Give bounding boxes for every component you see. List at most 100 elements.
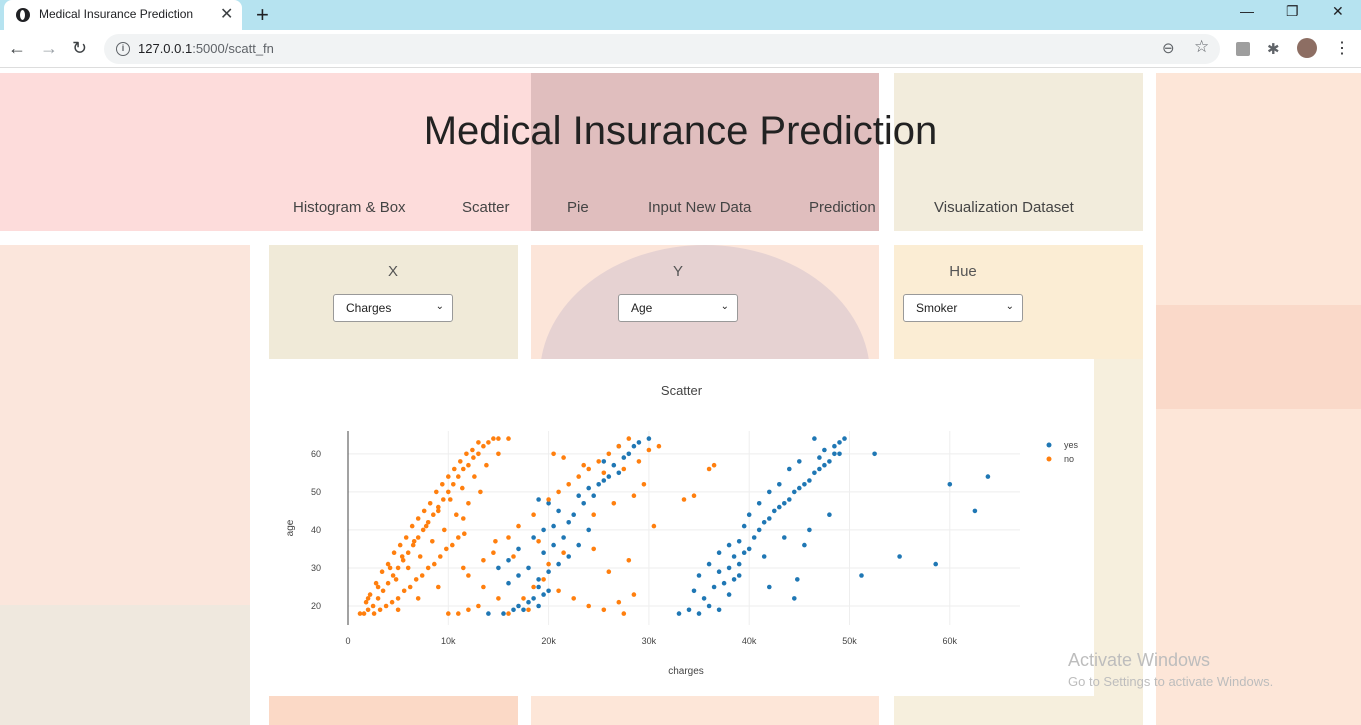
data-point-yes: [501, 611, 506, 616]
nav-prediction[interactable]: Prediction: [809, 199, 876, 216]
profile-avatar[interactable]: [1297, 38, 1317, 58]
data-point-yes: [859, 573, 864, 578]
data-point-yes: [631, 443, 637, 449]
data-point-yes: [676, 611, 682, 616]
data-point-yes: [586, 527, 591, 533]
data-point-no: [430, 539, 435, 544]
data-point-yes: [802, 542, 807, 548]
data-point-no: [656, 443, 662, 449]
data-point-no: [626, 436, 632, 441]
data-point-yes: [706, 603, 712, 609]
data-point-no: [399, 554, 405, 559]
y-select[interactable]: Age ⌄: [618, 294, 738, 322]
address-bar[interactable]: i 127.0.0.1:5000/scatt_fn ⊖ ☆: [104, 34, 1220, 64]
forward-icon[interactable]: →: [40, 38, 58, 58]
data-point-no: [361, 611, 367, 616]
zoom-icon[interactable]: ⊖: [1162, 40, 1175, 57]
data-point-yes: [541, 550, 546, 555]
data-point-yes: [802, 482, 807, 487]
data-point-no: [691, 493, 697, 498]
bg-stripe: [1156, 305, 1361, 409]
x-tick-label: 60k: [943, 636, 958, 646]
new-tab-button[interactable]: +: [256, 2, 269, 27]
nav-input-new-data[interactable]: Input New Data: [648, 199, 752, 216]
data-point-yes: [516, 546, 521, 552]
url-path: :5000/scatt_fn: [192, 41, 274, 56]
puzzle-icon[interactable]: ✱: [1267, 41, 1280, 58]
data-point-no: [462, 531, 467, 536]
data-point-yes: [751, 535, 757, 540]
url-host: 127.0.0.1: [138, 41, 193, 56]
data-point-no: [511, 554, 516, 559]
data-point-no: [461, 466, 466, 472]
data-point-yes: [636, 440, 642, 445]
page-title: Medical Insurance Prediction: [423, 109, 938, 153]
url-text[interactable]: 127.0.0.1:5000/scatt_fn: [138, 41, 274, 56]
x-select[interactable]: Charges ⌄: [333, 294, 453, 322]
data-point-yes: [731, 554, 737, 559]
data-point-no: [476, 603, 481, 609]
data-point-yes: [531, 596, 536, 601]
data-point-no: [621, 466, 627, 472]
data-point-yes: [767, 584, 772, 590]
x-tick-label: 10k: [441, 636, 456, 646]
data-point-no: [410, 542, 416, 548]
data-point-no: [478, 489, 483, 495]
data-point-yes: [792, 596, 797, 601]
data-point-no: [581, 462, 586, 468]
minimize-icon[interactable]: —: [1240, 3, 1254, 19]
nav-scatter[interactable]: Scatter: [462, 199, 510, 216]
scatter-plot[interactable]: 0 10k 20k 30k 40k 50k 60k 20 30 40 50 60 charges age y…: [269, 359, 1094, 696]
data-point-yes: [586, 485, 591, 491]
nav-visualization-dataset[interactable]: Visualization Dataset: [934, 199, 1074, 216]
data-point-yes: [716, 550, 722, 555]
menu-icon[interactable]: ⋮: [1334, 40, 1350, 57]
y-select-value: Age: [631, 301, 653, 315]
data-point-yes: [696, 611, 702, 616]
data-point-no: [371, 611, 377, 616]
data-point-no: [380, 588, 386, 594]
data-point-yes: [837, 440, 842, 445]
x-axis-label: charges: [668, 666, 704, 677]
data-point-no: [601, 607, 607, 613]
close-window-icon[interactable]: ✕: [1332, 3, 1344, 19]
x-tick-label: 50k: [842, 636, 857, 646]
info-icon[interactable]: i: [116, 42, 130, 56]
data-point-yes: [536, 497, 541, 502]
close-tab-icon[interactable]: ✕: [220, 6, 234, 23]
data-point-no: [586, 603, 591, 609]
data-point-no: [706, 466, 712, 472]
data-point-no: [440, 482, 445, 487]
nav-histogram-box[interactable]: Histogram & Box: [293, 199, 406, 216]
y-tick-label: 20: [311, 601, 321, 611]
browser-tab[interactable]: Medical Insurance Prediction ✕: [4, 0, 242, 30]
data-point-no: [611, 501, 617, 506]
data-point-no: [393, 577, 399, 582]
data-point-yes: [782, 535, 787, 540]
data-point-yes: [556, 561, 561, 567]
data-point-yes: [807, 478, 812, 483]
extension-avatar-icon[interactable]: [1236, 42, 1250, 56]
bookmark-star-icon[interactable]: ☆: [1194, 37, 1210, 56]
nav-pie[interactable]: Pie: [567, 199, 589, 216]
restore-icon[interactable]: ❐: [1286, 3, 1299, 19]
data-point-no: [415, 516, 421, 521]
reload-icon[interactable]: ↻: [72, 38, 88, 58]
data-point-no: [438, 554, 443, 559]
data-point-no: [631, 592, 637, 597]
data-point-yes: [777, 482, 782, 487]
data-point-no: [601, 470, 607, 476]
hue-select-value: Smoker: [916, 301, 958, 315]
data-point-no: [458, 459, 463, 464]
data-point-no: [481, 558, 486, 563]
data-point-yes: [746, 512, 752, 517]
data-point-yes: [601, 459, 607, 464]
data-point-no: [481, 584, 486, 590]
data-point-no: [456, 474, 461, 479]
data-point-no: [420, 527, 426, 533]
data-point-no: [419, 573, 425, 578]
back-icon[interactable]: ←: [8, 38, 26, 58]
bg-panel: [894, 73, 1143, 231]
data-point-yes: [646, 436, 652, 441]
hue-select[interactable]: Smoker ⌄: [903, 294, 1023, 322]
